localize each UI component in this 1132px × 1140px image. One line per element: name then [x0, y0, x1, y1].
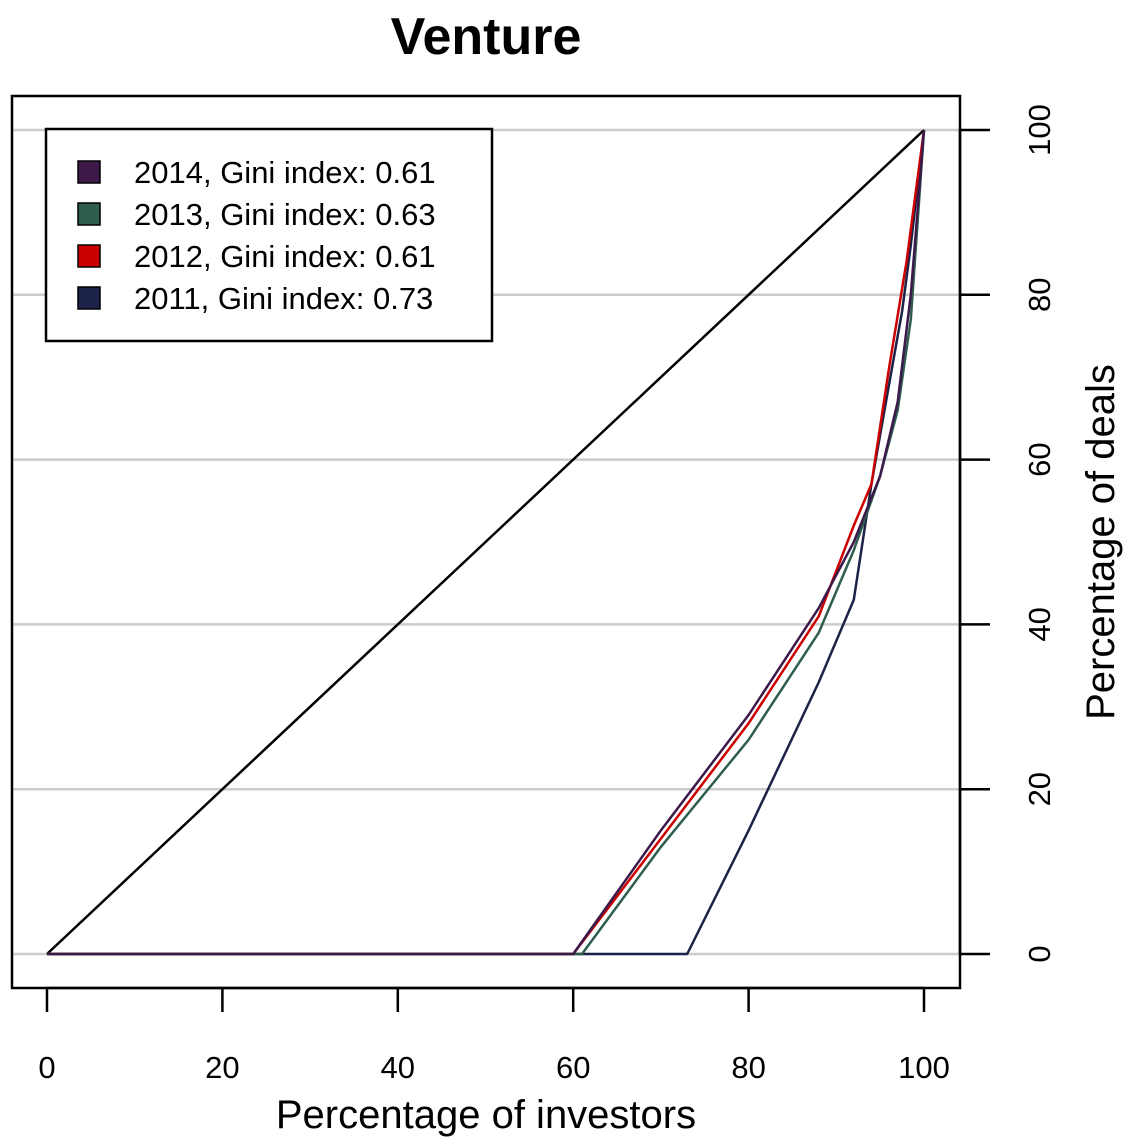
y-tick-label-60: 60 [1022, 442, 1057, 476]
legend-swatch-2011 [77, 286, 101, 310]
series-line-2013 [47, 129, 926, 956]
series-line-2012 [47, 129, 926, 956]
equality-line [46, 129, 925, 955]
y-axis: 0 20 40 60 80 100 [958, 104, 1057, 963]
x-tick-label-60: 60 [556, 1050, 590, 1085]
x-tick-label-20: 20 [205, 1050, 239, 1085]
legend-swatch-2013 [77, 202, 101, 226]
x-axis-label: Percentage of investors [276, 1093, 696, 1137]
y-axis-label: Percentage of deals [1079, 364, 1123, 720]
legend-label-2011: 2011, Gini index: 0.73 [134, 281, 433, 316]
legend-label-2014: 2014, Gini index: 0.61 [134, 155, 436, 190]
series-line-2011 [47, 129, 926, 956]
x-axis: 0 20 40 60 80 100 [38, 986, 950, 1085]
y-tick-label-80: 80 [1022, 278, 1057, 312]
series-lines [47, 129, 926, 956]
series-line-2014 [47, 129, 926, 956]
x-tick-label-80: 80 [731, 1050, 765, 1085]
y-tick-label-100: 100 [1022, 104, 1057, 156]
y-tick-label-0: 0 [1022, 945, 1057, 962]
legend-label-2013: 2013, Gini index: 0.63 [134, 197, 436, 232]
legend: 2014, Gini index: 0.61 2013, Gini index: … [44, 127, 494, 343]
legend-box [44, 127, 494, 343]
legend-label-2012: 2012, Gini index: 0.61 [134, 239, 436, 274]
equality-line-group [46, 129, 925, 955]
legend-swatch-2014 [77, 160, 101, 184]
x-tick-label-0: 0 [38, 1050, 55, 1085]
chart-title: Venture [391, 8, 582, 66]
x-tick-label-40: 40 [381, 1050, 415, 1085]
legend-swatch-2012 [77, 244, 101, 268]
x-tick-label-100: 100 [898, 1050, 950, 1085]
y-tick-label-40: 40 [1022, 607, 1057, 641]
y-tick-label-20: 20 [1022, 772, 1057, 806]
